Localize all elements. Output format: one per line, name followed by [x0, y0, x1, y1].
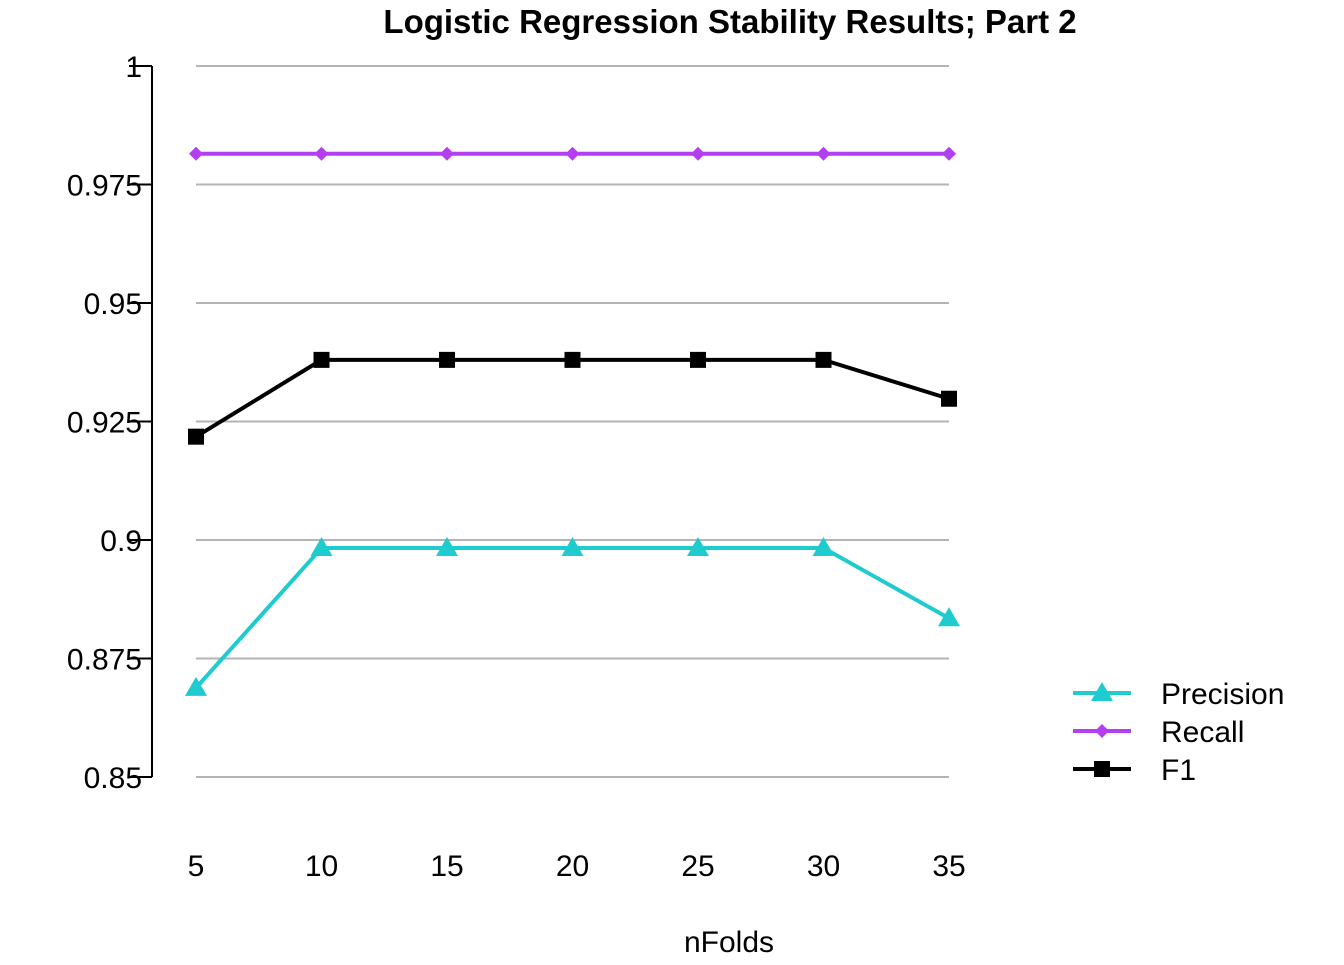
data-point: [189, 146, 203, 161]
data-point: [314, 146, 329, 161]
data-point: [687, 537, 709, 557]
data-point: [188, 428, 204, 445]
chart-title: Logistic Regression Stability Results; P…: [383, 3, 1076, 40]
legend-label: F1: [1161, 754, 1196, 787]
data-point: [185, 676, 207, 696]
y-tick-label: 1: [125, 51, 142, 84]
legend-marker: [1095, 724, 1109, 738]
legend-label: Precision: [1161, 678, 1284, 711]
y-tick-label: 0.85: [84, 762, 142, 795]
series-group: [185, 146, 960, 696]
data-point: [439, 351, 455, 368]
series-recall: [189, 146, 956, 161]
x-tick-label: 15: [430, 850, 463, 883]
x-tick-label: 35: [932, 850, 965, 883]
x-tick-label: 25: [681, 850, 714, 883]
data-point: [816, 146, 831, 161]
series-line: [194, 546, 950, 690]
x-axis-ticks: 5 10 15 20 25 30 35: [188, 850, 966, 883]
y-tick-label: 0.95: [84, 288, 142, 321]
data-point: [690, 351, 706, 368]
y-tick-label: 0.9: [100, 525, 142, 558]
data-point: [313, 351, 330, 368]
data-point: [436, 537, 458, 557]
y-tick-label: 0.925: [67, 407, 142, 440]
legend-item: Recall: [1073, 716, 1244, 749]
legend-item: Precision: [1073, 678, 1284, 711]
legend-item: F1: [1073, 754, 1196, 787]
data-point: [938, 607, 960, 627]
data-point: [440, 146, 454, 161]
series-line: [194, 357, 950, 439]
data-point: [815, 351, 832, 368]
y-tick-label: 0.975: [67, 170, 142, 203]
data-point: [564, 351, 581, 368]
series-f1: [188, 351, 957, 445]
x-axis-title: nFolds: [684, 926, 774, 959]
x-tick-label: 5: [188, 850, 205, 883]
data-point: [941, 390, 957, 407]
y-tick-label: 0.875: [67, 644, 142, 677]
data-point: [565, 146, 580, 161]
x-tick-label: 10: [305, 850, 338, 883]
legend: Precision Recall F1: [1073, 678, 1284, 787]
data-point: [310, 537, 333, 557]
data-point: [691, 146, 705, 161]
data-point: [812, 537, 835, 557]
x-tick-label: 20: [556, 850, 589, 883]
series-precision: [185, 537, 960, 696]
legend-marker: [1091, 682, 1113, 701]
y-axis: 0.85 0.875 0.9 0.925 0.95 0.975 1: [67, 51, 153, 795]
data-point: [561, 537, 584, 557]
gridlines: [196, 65, 949, 778]
legend-label: Recall: [1161, 716, 1244, 749]
data-point: [942, 146, 956, 161]
legend-marker: [1094, 761, 1110, 777]
x-tick-label: 30: [807, 850, 840, 883]
